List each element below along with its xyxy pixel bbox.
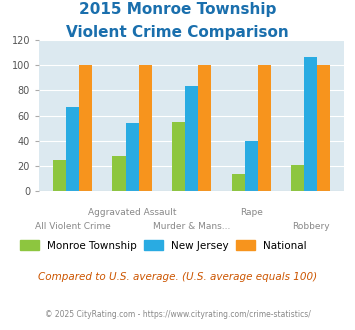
Bar	[172, 122, 185, 191]
Bar	[126, 123, 139, 191]
Bar	[113, 156, 126, 191]
Text: Robbery: Robbery	[292, 222, 330, 231]
Text: Compared to U.S. average. (U.S. average equals 100): Compared to U.S. average. (U.S. average …	[38, 272, 317, 282]
Bar	[258, 65, 271, 191]
Legend: Monroe Township, New Jersey, National: Monroe Township, New Jersey, National	[16, 236, 311, 255]
Text: © 2025 CityRating.com - https://www.cityrating.com/crime-statistics/: © 2025 CityRating.com - https://www.city…	[45, 310, 310, 319]
Bar	[317, 65, 331, 191]
Text: All Violent Crime: All Violent Crime	[35, 222, 110, 231]
Text: Aggravated Assault: Aggravated Assault	[88, 208, 176, 217]
Text: 2015 Monroe Township: 2015 Monroe Township	[79, 2, 276, 16]
Text: Violent Crime Comparison: Violent Crime Comparison	[66, 25, 289, 40]
Bar	[53, 160, 66, 191]
Bar	[231, 174, 245, 191]
Bar	[185, 86, 198, 191]
Bar	[245, 141, 258, 191]
Bar	[79, 65, 92, 191]
Bar	[66, 107, 79, 191]
Bar	[291, 165, 304, 191]
Bar	[198, 65, 211, 191]
Text: Rape: Rape	[240, 208, 263, 217]
Text: Murder & Mans...: Murder & Mans...	[153, 222, 230, 231]
Bar	[139, 65, 152, 191]
Bar	[304, 57, 317, 191]
